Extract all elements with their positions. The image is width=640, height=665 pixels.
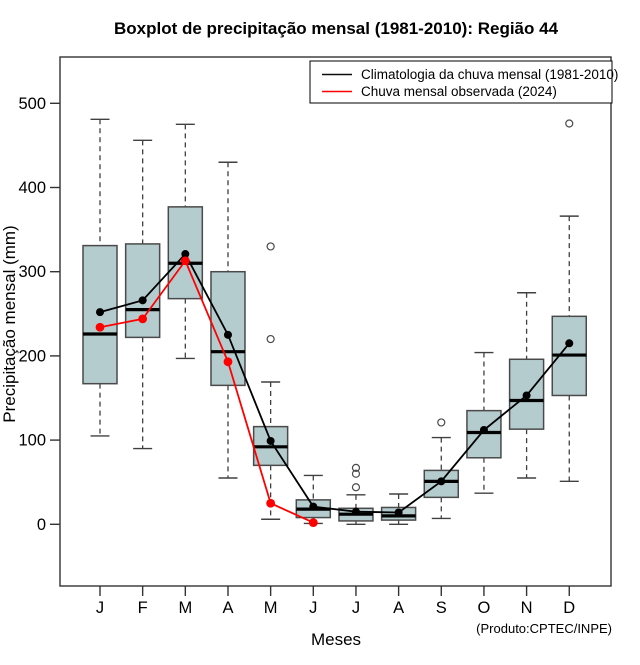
series-point-observed-4 xyxy=(266,498,276,508)
series-point-climatology-9 xyxy=(479,425,488,434)
y-tick-label-200: 200 xyxy=(18,347,46,365)
outlier-6-2 xyxy=(351,463,361,472)
legend-label-observed: Chuva mensal observada (2024) xyxy=(361,84,557,99)
x-tick-label-4: M xyxy=(264,599,278,617)
x-tick-label-5: J xyxy=(309,599,317,617)
series-point-climatology-6 xyxy=(351,507,360,516)
series-point-observed-2 xyxy=(180,256,190,266)
x-tick-label-9: O xyxy=(478,599,491,617)
series-line-climatology xyxy=(99,252,570,514)
y-tick-label-500: 500 xyxy=(18,95,46,113)
x-tick-label-10: N xyxy=(521,599,533,617)
outlier-4-1 xyxy=(266,242,275,251)
legend-label-climatology: Climatologia da chuva mensal (1981-2010) xyxy=(361,67,618,82)
series-line-observed xyxy=(99,258,314,524)
y-tick-label-100: 100 xyxy=(18,432,46,450)
series-point-observed-0 xyxy=(95,322,105,332)
series-point-observed-3 xyxy=(223,357,233,367)
x-tick-label-7: A xyxy=(393,599,404,617)
series-point-climatology-5 xyxy=(309,502,318,511)
x-tick-label-8: S xyxy=(436,599,447,617)
x-axis-label: Meses xyxy=(311,630,361,649)
chart-title: Boxplot de precipitação mensal (1981-201… xyxy=(114,19,559,38)
series-point-climatology-8 xyxy=(437,477,446,486)
outlier-4-0 xyxy=(266,334,275,344)
outlier-11-0 xyxy=(565,119,574,128)
y-axis-label: Precipitação mensal (mm) xyxy=(0,225,19,422)
series-point-climatology-4 xyxy=(266,436,275,445)
series-point-observed-1 xyxy=(138,314,148,324)
box-9 xyxy=(466,409,502,459)
x-tick-label-3: A xyxy=(222,599,233,617)
box-1 xyxy=(124,243,161,339)
legend: Climatologia da chuva mensal (1981-2010)… xyxy=(309,60,618,104)
series-point-climatology-7 xyxy=(394,508,403,517)
box-3 xyxy=(210,270,246,387)
x-tick-label-11: D xyxy=(563,599,575,617)
legend-box xyxy=(309,60,613,104)
series-point-climatology-3 xyxy=(223,330,232,339)
series-point-observed-5 xyxy=(308,518,318,528)
x-tick-label-1: F xyxy=(138,599,148,617)
plot-frame xyxy=(59,56,612,587)
series-point-climatology-11 xyxy=(565,339,574,348)
outlier-8-0 xyxy=(437,418,446,427)
x-tick-label-0: J xyxy=(96,599,104,617)
series-point-climatology-10 xyxy=(522,391,531,400)
series-point-climatology-1 xyxy=(138,296,147,305)
x-tick-label-6: J xyxy=(352,599,360,617)
plot-marks: 0 100 200 300 400 500 J F M A M J J A S O N D xyxy=(18,56,612,617)
product-annotation: (Produto:CPTEC/INPE) xyxy=(476,621,612,636)
y-tick-label-400: 400 xyxy=(18,179,46,197)
y-tick-label-300: 300 xyxy=(18,263,46,281)
x-tick-label-2: M xyxy=(178,599,192,617)
outlier-6-1 xyxy=(351,469,361,478)
outlier-6-0 xyxy=(351,483,361,492)
series-point-climatology-0 xyxy=(96,308,104,317)
series-point-climatology-2 xyxy=(181,250,190,259)
y-tick-label-0: 0 xyxy=(37,516,46,534)
